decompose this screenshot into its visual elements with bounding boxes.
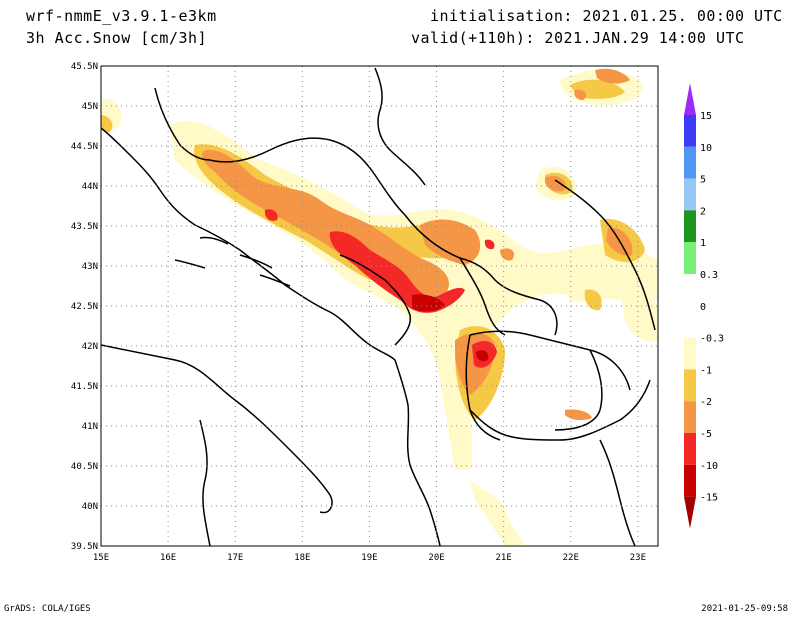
colorbar-labels: 15 10 5 2 1 0.3 0 -0.3 -1 -2 -5 -10 -15 [700,111,724,504]
lon-tick-label: 22E [563,553,579,563]
colorbar-label: -0.3 [700,334,724,345]
colorbar-label: 0.3 [700,270,718,281]
lat-tick-label: 41N [82,422,98,432]
lon-tick-label: 20E [428,553,444,563]
lat-tick-label: 42N [82,342,98,352]
lon-tick-label: 16E [160,553,176,563]
colorbar-segment [684,115,696,147]
snowfall-shading [101,68,658,545]
lon-tick-label: 17E [227,553,243,563]
lat-tick-label: 40N [82,502,98,512]
colorbar-segment [684,305,696,338]
lon-tick-label: 15E [93,553,109,563]
lat-tick-label: 43N [82,262,98,272]
colorbar-label: 10 [700,143,712,154]
colorbar-label: -5 [700,429,712,440]
lat-tick-label: 45N [82,102,98,112]
colorbar-segment [684,369,696,402]
lat-tick-label: 39.5N [71,542,98,552]
colorbar-segment [684,464,696,497]
colorbar-label: 0 [700,302,706,313]
colorbar-label: 2 [700,206,706,217]
colorbar-label: 5 [700,175,706,186]
lat-tick-labels: 45.5N 45N 44.5N 44N 43.5N 43N 42.5N 42N 41.5N 41N… [71,62,98,552]
colorbar-segment [684,178,696,211]
colorbar-segment [684,274,696,306]
colorbar-label: -1 [700,365,712,376]
colorbar-segment [684,146,696,179]
lat-tick-label: 43.5N [71,222,98,232]
colorbar-bottom-arrow [684,496,696,529]
lon-tick-label: 19E [361,553,377,563]
map-frame [100,65,659,547]
valid-time: valid(+110h): 2021.JAN.29 14:00 UTC [411,29,745,47]
lon-tick-labels: 15E 16E 17E 18E 19E 20E 21E 22E 23E [93,553,646,563]
colorbar [684,83,696,529]
lon-tick-label: 18E [294,553,310,563]
colorbar-segment [684,242,696,274]
lon-tick-label: 23E [630,553,646,563]
colorbar-label: -2 [700,397,712,408]
lat-tick-label: 44N [82,182,98,192]
lat-tick-label: 40.5N [71,462,98,472]
lat-tick-label: 42.5N [71,302,98,312]
colorbar-top-arrow [684,83,696,115]
colorbar-segment [684,210,696,243]
initialisation-time: initialisation: 2021.01.25. 00:00 UTC [430,7,783,25]
colorbar-label: 1 [700,238,706,249]
lat-tick-label: 41.5N [71,382,98,392]
lat-tick-label: 44.5N [71,142,98,152]
model-title: wrf-nmmE_v3.9.1-e3km [26,7,217,25]
grads-credit: GrADS: COLA/IGES [4,604,91,614]
colorbar-label: 15 [700,111,712,122]
variable-title: 3h Acc.Snow [cm/3h] [26,29,208,47]
map-grid [101,66,658,546]
colorbar-segment [684,337,696,370]
colorbar-label: -10 [700,461,718,472]
coastlines-and-borders [101,67,656,546]
colorbar-label: -15 [700,493,718,504]
lat-tick-label: 45.5N [71,62,98,72]
colorbar-segment [684,401,696,433]
render-timestamp: 2021-01-25-09:58 [701,604,788,614]
colorbar-segment [684,433,696,465]
lon-tick-label: 21E [496,553,512,563]
